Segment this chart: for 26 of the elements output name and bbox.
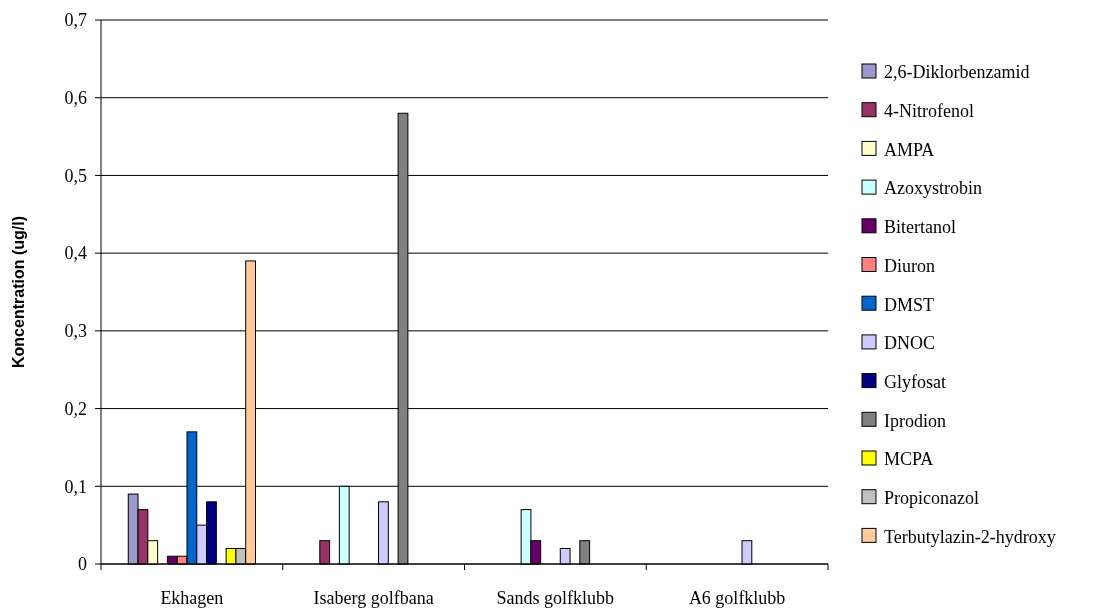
legend-label: MCPA bbox=[884, 449, 934, 470]
legend-label: Terbutylazin-2-hydroxy bbox=[884, 526, 1056, 547]
y-tick-label: 0 bbox=[78, 554, 87, 575]
legend-label: DNOC bbox=[884, 333, 936, 354]
x-tick-label: A6 golfklubb bbox=[688, 588, 786, 608]
legend-label: Diuron bbox=[884, 255, 935, 276]
y-tick-label: 0,7 bbox=[64, 10, 87, 31]
legend-label: Iprodion bbox=[884, 410, 946, 431]
y-tick-label: 0,6 bbox=[64, 88, 87, 109]
legend-label: 4-Nitrofenol bbox=[884, 101, 974, 121]
legend-label: AMPA bbox=[884, 139, 935, 160]
y-tick-label: 0,4 bbox=[64, 243, 87, 264]
y-tick-label: 0,3 bbox=[64, 321, 87, 342]
y-tick-label: 0,2 bbox=[64, 398, 87, 419]
y-axis-title: Koncentration (ug/l) bbox=[10, 216, 27, 368]
legend-label: Azoxystrobin bbox=[884, 178, 982, 199]
x-tick-label: Ekhagen bbox=[160, 588, 224, 608]
y-tick-label: 0,1 bbox=[64, 476, 87, 497]
legend-label: 2,6-Diklorbenzamid bbox=[884, 62, 1030, 83]
legend-label: Bitertanol bbox=[884, 217, 956, 238]
y-tick-label: 0,5 bbox=[64, 165, 87, 186]
legend-label: Propiconazol bbox=[884, 488, 979, 508]
x-tick-label: Isaberg golfbana bbox=[313, 588, 434, 608]
x-tick-label: Sands golfklubb bbox=[496, 588, 615, 608]
legend-label: DMST bbox=[884, 294, 935, 315]
legend-label: Glyfosat bbox=[884, 371, 946, 392]
